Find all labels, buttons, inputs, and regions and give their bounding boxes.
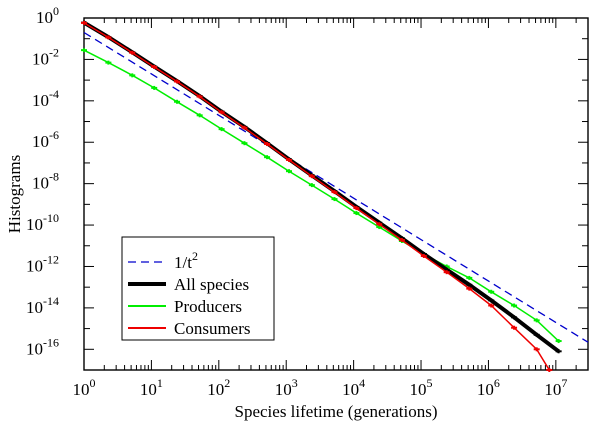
- y-axis-ticks: 100 10-2 10-4 10-6 10-8 10-10 10-12 10-14 10-16: [26, 4, 588, 371]
- x-tick-label: 101: [140, 376, 163, 399]
- y-tick-label: 10-12: [26, 252, 59, 275]
- series-line-consumers: [83, 22, 550, 371]
- x-tick-label: 105: [410, 376, 433, 399]
- y-tick-label: 10-2: [32, 45, 59, 68]
- series-line-producers: [83, 49, 560, 342]
- series-line-1-t: [83, 31, 589, 343]
- x-tick-label: 104: [342, 376, 365, 399]
- legend-label-producers: Producers: [174, 297, 242, 316]
- legend: 1/t2 All species Producers Consumers: [121, 236, 275, 341]
- y-tick-label: 10-4: [32, 87, 59, 110]
- y-tick-label: 10-10: [26, 211, 59, 234]
- legend-label-all-species: All species: [174, 275, 249, 294]
- y-axis-label: Histograms: [5, 155, 24, 233]
- y-tick-label: 10-8: [32, 170, 59, 193]
- x-tick-label: 106: [477, 376, 500, 399]
- x-tick-label: 102: [207, 376, 230, 399]
- x-tick-label: 103: [275, 376, 298, 399]
- x-tick-label: 107: [544, 376, 567, 399]
- y-tick-label: 10-16: [26, 335, 59, 358]
- x-tick-label: 100: [73, 376, 96, 399]
- y-tick-label: 100: [36, 4, 59, 27]
- x-axis-ticks: 100 101 102 103 104 105 106 107: [73, 18, 589, 399]
- legend-label-consumers: Consumers: [174, 319, 251, 338]
- legend-box: [121, 236, 275, 341]
- x-axis-label: Species lifetime (generations): [235, 402, 438, 421]
- y-tick-label: 10-14: [26, 294, 59, 317]
- plot-frame: [83, 17, 589, 371]
- legend-label-1-t: 1/t2: [174, 249, 198, 272]
- series-layer: [81, 20, 589, 372]
- y-tick-label: 10-6: [32, 128, 59, 151]
